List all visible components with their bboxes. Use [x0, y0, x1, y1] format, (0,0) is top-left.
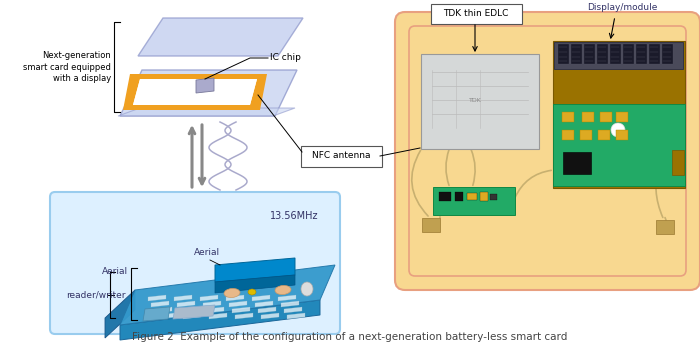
Bar [490, 194, 497, 200]
Polygon shape [133, 79, 257, 105]
Polygon shape [209, 313, 227, 319]
FancyBboxPatch shape [300, 145, 382, 166]
Text: TDK thin EDLC: TDK thin EDLC [443, 9, 509, 18]
Polygon shape [232, 307, 250, 313]
Polygon shape [206, 307, 224, 313]
Polygon shape [120, 300, 320, 340]
Polygon shape [252, 295, 270, 301]
Bar [480, 192, 488, 201]
Polygon shape [287, 313, 305, 319]
Polygon shape [138, 18, 303, 56]
Polygon shape [148, 295, 166, 301]
Text: reader/writer: reader/writer [66, 291, 125, 299]
Polygon shape [196, 78, 214, 93]
Polygon shape [133, 79, 257, 105]
Bar [439, 192, 451, 201]
Ellipse shape [224, 288, 240, 297]
FancyBboxPatch shape [433, 187, 515, 215]
Bar [672, 150, 684, 175]
Polygon shape [151, 301, 169, 307]
Text: Aerial: Aerial [194, 248, 220, 257]
Polygon shape [183, 313, 201, 319]
Bar [616, 112, 628, 122]
Polygon shape [129, 77, 261, 107]
Bar [662, 44, 673, 64]
Polygon shape [261, 313, 279, 319]
Bar [649, 44, 660, 64]
Polygon shape [215, 275, 295, 293]
Polygon shape [255, 301, 273, 307]
Bar [562, 112, 574, 122]
Ellipse shape [301, 282, 313, 296]
Bar [455, 192, 463, 201]
Text: Next-generation
smart card equipped
with a display: Next-generation smart card equipped with… [23, 51, 111, 83]
Polygon shape [120, 70, 297, 116]
Polygon shape [154, 307, 172, 313]
Polygon shape [229, 301, 247, 307]
Polygon shape [118, 108, 295, 116]
Text: 13.56MHz: 13.56MHz [270, 211, 318, 221]
Bar [623, 44, 634, 64]
Bar [571, 44, 582, 64]
Ellipse shape [248, 289, 256, 295]
Polygon shape [215, 258, 295, 282]
Bar [636, 44, 647, 64]
Bar [600, 112, 612, 122]
Polygon shape [120, 265, 335, 325]
Polygon shape [258, 307, 276, 313]
FancyBboxPatch shape [554, 42, 682, 69]
FancyBboxPatch shape [395, 12, 700, 290]
FancyBboxPatch shape [553, 104, 685, 186]
Bar [616, 130, 628, 140]
Bar [584, 44, 595, 64]
Polygon shape [173, 305, 215, 319]
Text: Figure 2  Example of the configuration of a next-generation battery-less smart c: Figure 2 Example of the configuration of… [132, 332, 568, 342]
Text: IC chip: IC chip [270, 54, 301, 62]
Bar [580, 130, 592, 140]
Polygon shape [284, 307, 302, 313]
Polygon shape [157, 313, 175, 319]
FancyBboxPatch shape [50, 192, 340, 334]
Polygon shape [105, 290, 135, 338]
Polygon shape [278, 295, 296, 301]
Polygon shape [143, 307, 170, 321]
Polygon shape [180, 307, 198, 313]
FancyBboxPatch shape [553, 41, 685, 188]
Polygon shape [200, 295, 218, 301]
Bar [562, 130, 574, 140]
Bar [558, 44, 569, 64]
Bar [582, 112, 594, 122]
Polygon shape [177, 301, 195, 307]
Bar [610, 44, 621, 64]
Polygon shape [174, 295, 192, 301]
Bar [467, 193, 477, 200]
Ellipse shape [275, 285, 291, 295]
Text: Display/module: Display/module [587, 3, 657, 12]
Text: TDK: TDK [468, 97, 482, 103]
Bar [656, 220, 674, 234]
Bar [422, 218, 440, 232]
Polygon shape [235, 313, 253, 319]
Bar [563, 152, 591, 174]
Text: NFC antenna: NFC antenna [312, 152, 370, 161]
FancyBboxPatch shape [430, 3, 522, 24]
Polygon shape [226, 295, 244, 301]
Polygon shape [203, 301, 221, 307]
Circle shape [611, 123, 625, 137]
Bar [597, 44, 608, 64]
Bar [598, 130, 610, 140]
Polygon shape [123, 74, 267, 110]
Polygon shape [281, 301, 299, 307]
Text: Aerial: Aerial [102, 268, 128, 276]
FancyBboxPatch shape [421, 54, 538, 149]
